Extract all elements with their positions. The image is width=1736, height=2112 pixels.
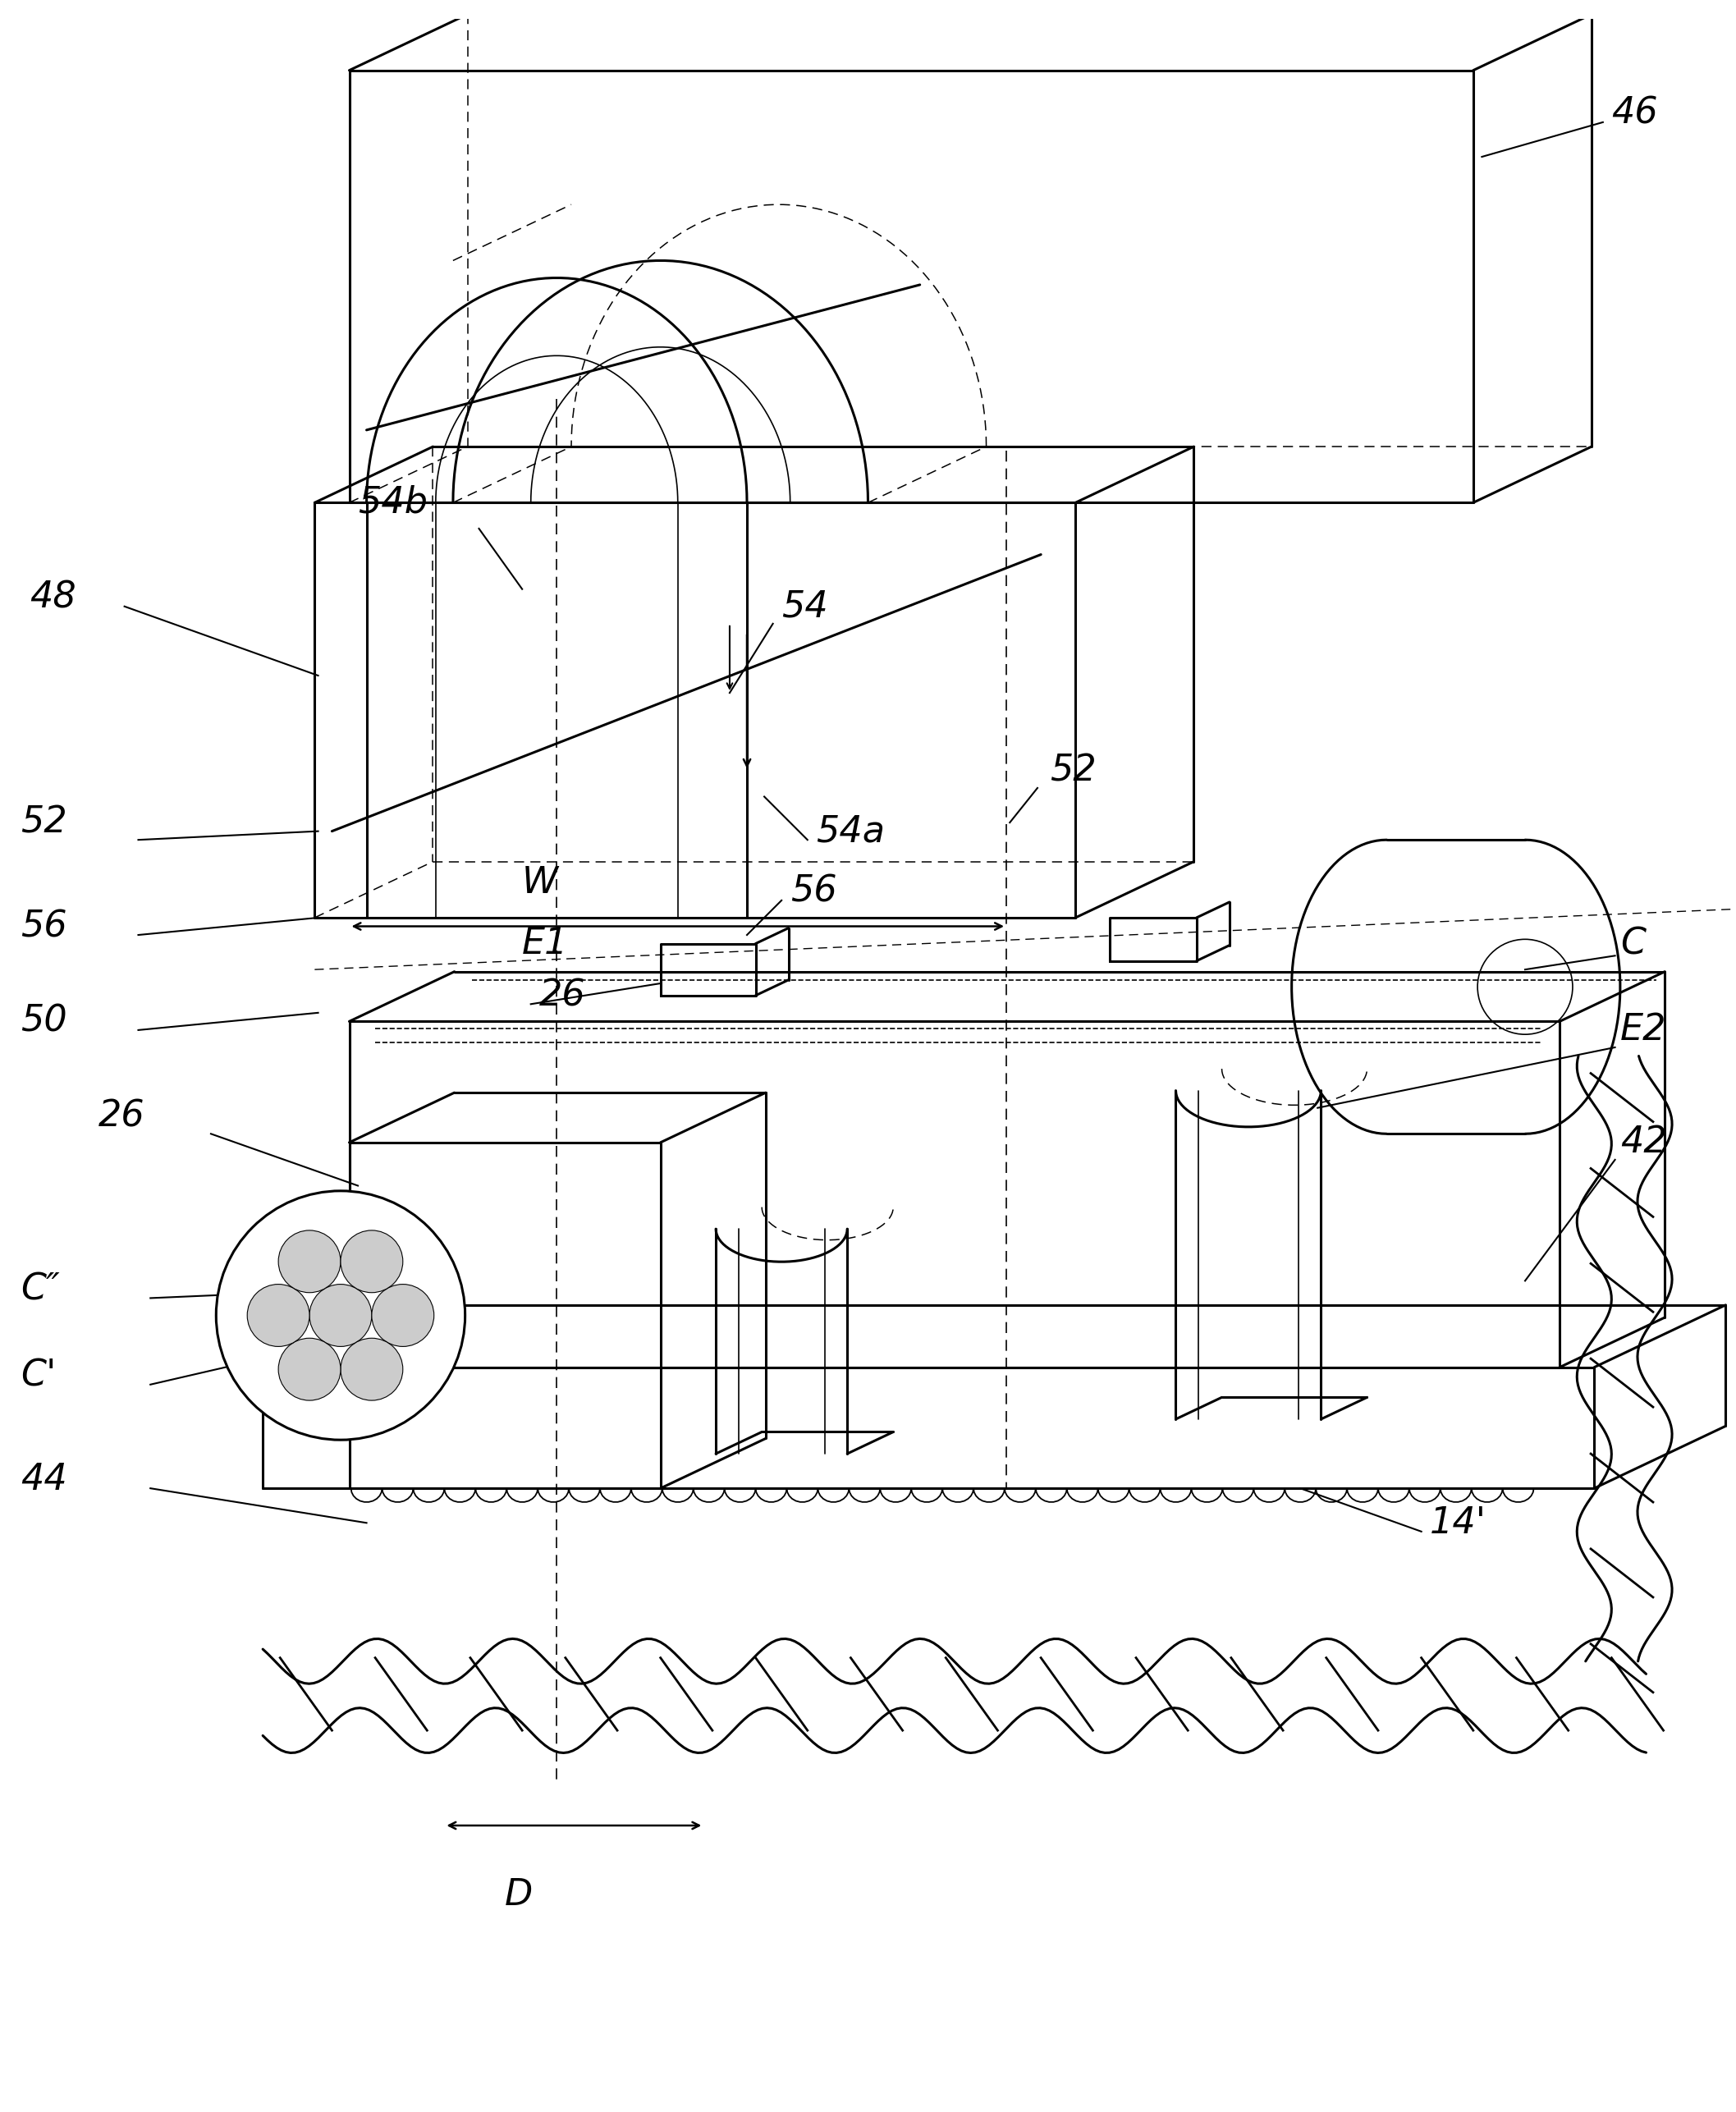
Circle shape [340, 1231, 403, 1293]
Circle shape [309, 1284, 372, 1347]
Text: 54a: 54a [816, 813, 885, 849]
Text: 56: 56 [790, 874, 837, 910]
Text: 52: 52 [1050, 754, 1095, 788]
Text: 42: 42 [1620, 1126, 1667, 1159]
Text: 44: 44 [21, 1462, 68, 1497]
Text: 26: 26 [540, 978, 587, 1014]
Text: W: W [523, 866, 559, 900]
Text: C': C' [21, 1358, 56, 1394]
Text: 14': 14' [1430, 1506, 1486, 1540]
Circle shape [247, 1284, 309, 1347]
Circle shape [215, 1191, 465, 1440]
Circle shape [278, 1231, 340, 1293]
Text: C: C [1620, 925, 1646, 961]
Text: 54b: 54b [358, 486, 427, 520]
Text: D: D [505, 1878, 533, 1911]
Text: 48: 48 [30, 581, 76, 615]
Text: C″: C″ [21, 1271, 61, 1307]
Text: 46: 46 [1611, 95, 1658, 131]
Text: 54: 54 [781, 589, 828, 623]
Circle shape [372, 1284, 434, 1347]
Circle shape [278, 1339, 340, 1400]
Text: E1: E1 [523, 925, 569, 961]
Text: E2: E2 [1620, 1012, 1667, 1048]
Text: 56: 56 [21, 908, 68, 944]
Circle shape [340, 1339, 403, 1400]
Text: 26: 26 [99, 1098, 146, 1134]
Text: 50: 50 [21, 1003, 68, 1039]
Text: 52: 52 [21, 805, 68, 841]
